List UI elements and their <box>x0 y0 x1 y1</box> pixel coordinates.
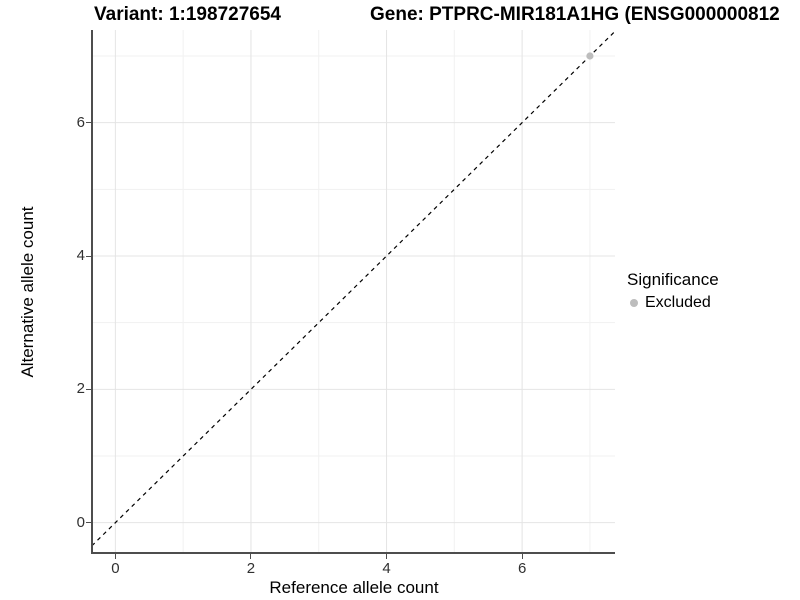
legend-title: Significance <box>627 270 719 289</box>
y-tickmark <box>86 522 91 524</box>
x-tickmark <box>521 554 523 559</box>
x-tickmark <box>250 554 252 559</box>
plot-title-gene: Gene: PTPRC-MIR181A1HG (ENSG000000812 <box>370 4 780 25</box>
plot-canvas <box>93 30 615 552</box>
x-tickmark <box>114 554 116 559</box>
y-tickmark <box>86 255 91 257</box>
x-tick-label: 0 <box>111 560 120 577</box>
y-axis-title: Alternative allele count <box>18 206 37 378</box>
plot-title-row: Variant: 1:198727654 Gene: PTPRC-MIR181A… <box>0 4 800 28</box>
legend-key-dot-icon <box>630 299 638 307</box>
legend-item-excluded: Excluded <box>627 294 719 312</box>
legend-item-label: Excluded <box>645 294 711 311</box>
x-tickmark <box>386 554 388 559</box>
y-tick-label: 2 <box>76 380 85 398</box>
x-tick-label: 6 <box>517 560 527 577</box>
x-axis-title: Reference allele count <box>269 578 439 597</box>
y-tick-label: 4 <box>76 247 85 264</box>
y-tick-label: 0 <box>76 513 85 531</box>
y-tickmark <box>86 388 91 390</box>
plot-title-variant: Variant: 1:198727654 <box>94 4 281 25</box>
y-tick-label: 6 <box>76 113 85 131</box>
data-point-excluded <box>586 52 594 60</box>
legend: Significance Excluded <box>627 270 719 312</box>
x-tick-label: 2 <box>246 560 256 577</box>
y-tickmark <box>86 122 91 124</box>
identity-line <box>93 30 615 546</box>
y-axis-line <box>91 30 93 554</box>
x-axis-line <box>91 552 615 554</box>
x-tick-label: 4 <box>382 560 391 577</box>
plot-panel <box>93 30 615 552</box>
